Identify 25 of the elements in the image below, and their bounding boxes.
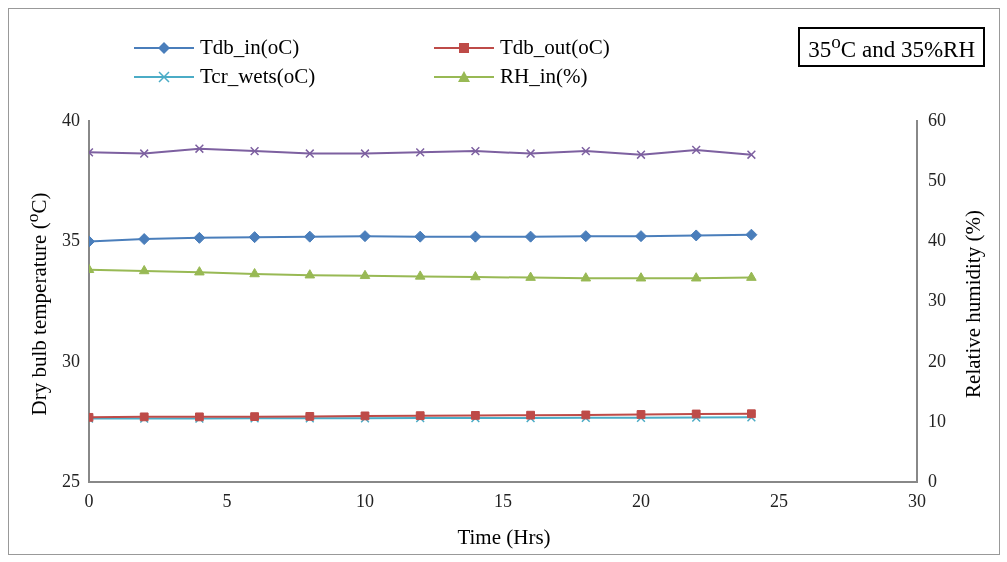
y2-tick-label: 10: [928, 410, 946, 431]
y-tick-label: 40: [62, 109, 80, 130]
x-tick-label: 25: [770, 490, 788, 511]
y2-axis-title: Relative humidity (%): [960, 210, 986, 398]
y2-tick-label: 60: [928, 109, 946, 130]
y-tick-label: 35: [62, 230, 80, 251]
y-tick-label: 30: [62, 350, 80, 371]
y2-tick-label: 30: [928, 290, 946, 311]
legend-label: Tcr_wets(oC): [200, 64, 316, 89]
y2-tick-label: 40: [928, 230, 946, 251]
y-tick-label: 25: [62, 471, 80, 492]
x-tick-label: 20: [632, 490, 650, 511]
y2-tick-label: 20: [928, 350, 946, 371]
text: 35$^{o}$C and 35%RH: [798, 27, 985, 67]
x-tick-label: 15: [494, 490, 512, 511]
y2-tick-label: 0: [928, 471, 937, 492]
x-tick-label: 10: [356, 490, 374, 511]
y2-tick-label: 50: [928, 169, 946, 190]
x-tick-label: 0: [84, 490, 94, 511]
legend-label: RH_in(%): [500, 64, 588, 89]
legend-label: Tdb_in(oC): [200, 35, 300, 60]
x-axis-title: Time (Hrs): [456, 525, 552, 550]
legend-label: Tdb_out(oC): [500, 35, 610, 60]
x-tick-label: 5: [222, 490, 232, 511]
x-tick-label: 30: [908, 490, 926, 511]
